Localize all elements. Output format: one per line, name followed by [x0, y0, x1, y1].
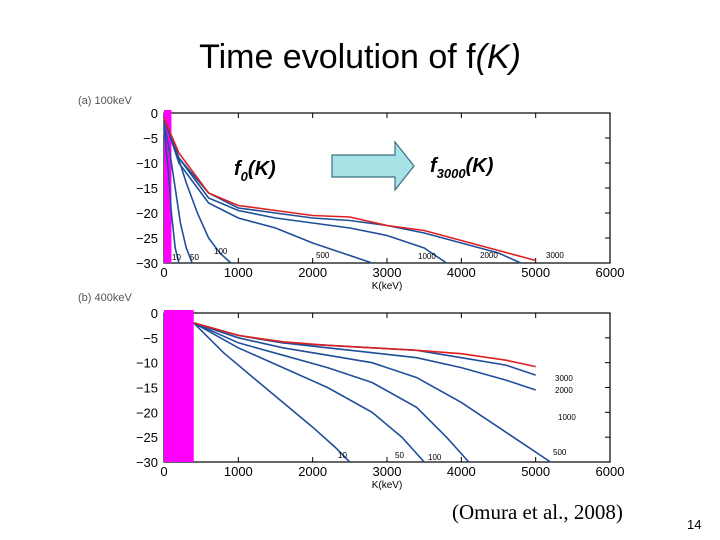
series-line-100	[193, 322, 470, 463]
x-axis-label: K(keV)	[372, 281, 403, 292]
x-tick-label: 0	[160, 464, 167, 479]
slide-number: 14	[687, 517, 702, 532]
y-tick-label: −30	[136, 256, 158, 271]
title-f: f	[466, 38, 476, 76]
curve-label: 500	[553, 448, 567, 457]
series-line-3000	[163, 117, 536, 262]
f3000-label-argument: (K)	[466, 155, 494, 177]
series-line-2000	[193, 322, 536, 376]
y-tick-label: −10	[136, 156, 158, 171]
y-tick-label: −15	[136, 381, 158, 396]
x-tick-label: 2000	[298, 265, 327, 280]
series-line-10	[193, 322, 351, 463]
y-tick-label: −5	[143, 131, 158, 146]
plot-frame	[163, 112, 611, 264]
series-line-50	[193, 322, 425, 463]
f0-label-subscript: 0	[241, 169, 249, 184]
title-k: (K)	[475, 38, 521, 76]
curve-label: 1000	[558, 413, 576, 422]
panel-title: (b) 400keV	[78, 292, 132, 304]
panel-title: (a) 100keV	[78, 95, 132, 107]
y-tick-label: −15	[136, 181, 158, 196]
curve-label: 50	[190, 253, 199, 262]
curve-label: 100	[428, 453, 442, 462]
x-tick-label: 5000	[521, 464, 550, 479]
x-tick-label: 5000	[521, 265, 550, 280]
title-text: Time evolution of	[199, 38, 467, 76]
x-axis-label: K(keV)	[372, 480, 403, 491]
y-tick-label: −20	[136, 405, 158, 420]
x-tick-label: 4000	[447, 265, 476, 280]
y-tick-label: −25	[136, 430, 158, 445]
curve-label: 1000	[418, 252, 436, 261]
x-tick-label: 6000	[596, 265, 625, 280]
curve-label: 3000	[555, 374, 573, 383]
curve-label: 100	[214, 247, 228, 256]
series-line-1000	[163, 117, 447, 264]
series-line-3000	[193, 322, 536, 368]
f0-label-argument: (K)	[248, 158, 276, 180]
x-tick-label: 3000	[373, 265, 402, 280]
f3000-label-subscript: 3000	[437, 166, 467, 181]
series-line-500	[193, 322, 551, 463]
series-line-50	[163, 122, 193, 264]
y-tick-label: −5	[143, 331, 158, 346]
f3000-label-letter: f	[430, 155, 439, 177]
series-line-500	[163, 117, 373, 264]
x-tick-label: 2000	[298, 464, 327, 479]
x-tick-label: 1000	[224, 464, 253, 479]
y-tick-label: −30	[136, 455, 158, 470]
right-arrow-icon	[331, 140, 415, 192]
f3000-label: f3000(K)	[430, 155, 494, 181]
series-line-2000	[163, 117, 522, 264]
initial-distribution-band	[164, 310, 194, 462]
curve-label: 2000	[555, 386, 573, 395]
curve-label: 2000	[480, 251, 498, 260]
curve-label: 50	[395, 451, 404, 460]
x-tick-label: 0	[160, 265, 167, 280]
y-tick-label: 0	[151, 106, 158, 121]
x-tick-label: 6000	[596, 464, 625, 479]
x-tick-label: 1000	[224, 265, 253, 280]
citation: (Omura et al., 2008)	[452, 500, 623, 524]
y-tick-label: −25	[136, 231, 158, 246]
curve-label: 10	[338, 451, 347, 460]
series-line-10	[163, 127, 180, 264]
curve-label: 500	[316, 251, 330, 260]
y-tick-label: 0	[151, 306, 158, 321]
x-tick-label: 3000	[373, 464, 402, 479]
curve-label: 10	[172, 253, 181, 262]
y-tick-label: −10	[136, 356, 158, 371]
curve-label: 3000	[546, 251, 564, 260]
y-tick-label: −20	[136, 206, 158, 221]
x-tick-label: 4000	[447, 464, 476, 479]
slide-title: Time evolution of f(K)	[0, 38, 720, 77]
f0-label-letter: f	[234, 158, 243, 180]
initial-distribution-band	[164, 110, 172, 263]
f0-label: f0(K)	[234, 158, 276, 184]
